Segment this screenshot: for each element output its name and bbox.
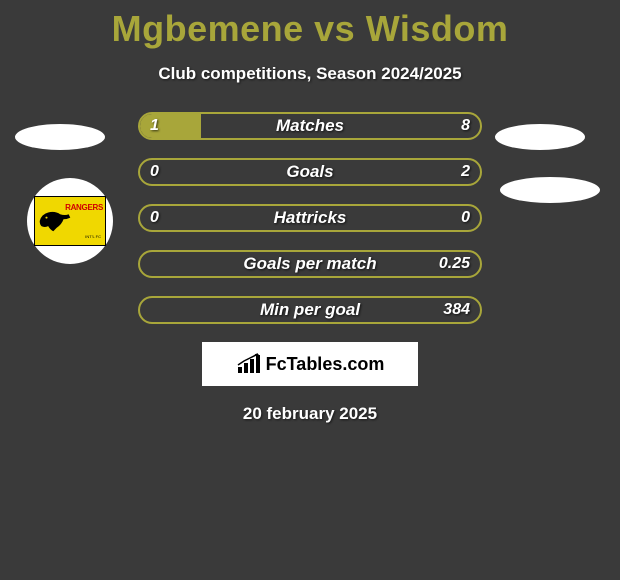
stat-label: Min per goal <box>140 300 480 320</box>
stat-row-3: Goals per match0.25 <box>138 250 482 278</box>
badge-subtext: INT'L FC <box>85 234 101 239</box>
date-text: 20 february 2025 <box>0 404 620 424</box>
decorative-ellipse-1 <box>15 124 105 150</box>
badge-text: RANGERS <box>65 203 103 212</box>
decorative-ellipse-2 <box>495 124 585 150</box>
stat-value-left: 0 <box>150 163 159 181</box>
stat-row-2: Hattricks0 0 <box>138 204 482 232</box>
stat-label: Goals per match <box>140 254 480 274</box>
stat-value-right: 0 <box>461 209 470 227</box>
team-badge: RANGERS INT'L FC <box>27 178 113 264</box>
page-subtitle: Club competitions, Season 2024/2025 <box>0 64 620 84</box>
fctables-logo: FcTables.com <box>202 342 418 386</box>
stat-value-left: 1 <box>150 117 159 135</box>
stat-row-4: Min per goal384 <box>138 296 482 324</box>
stat-row-0: Matches1 8 <box>138 112 482 140</box>
stat-row-1: Goals0 2 <box>138 158 482 186</box>
stat-value-right: 8 <box>461 117 470 135</box>
decorative-ellipse-3 <box>500 177 600 203</box>
stat-value-right: 384 <box>443 301 470 319</box>
fctables-text: FcTables.com <box>266 354 385 375</box>
stat-label: Goals <box>140 162 480 182</box>
stat-value-right: 0.25 <box>439 255 470 273</box>
stat-value-right: 2 <box>461 163 470 181</box>
stat-value-left: 0 <box>150 209 159 227</box>
bar-chart-icon <box>236 353 262 375</box>
stat-label: Hattricks <box>140 208 480 228</box>
page-title: Mgbemene vs Wisdom <box>0 0 620 50</box>
team-badge-inner: RANGERS INT'L FC <box>34 196 106 246</box>
stat-label: Matches <box>140 116 480 136</box>
